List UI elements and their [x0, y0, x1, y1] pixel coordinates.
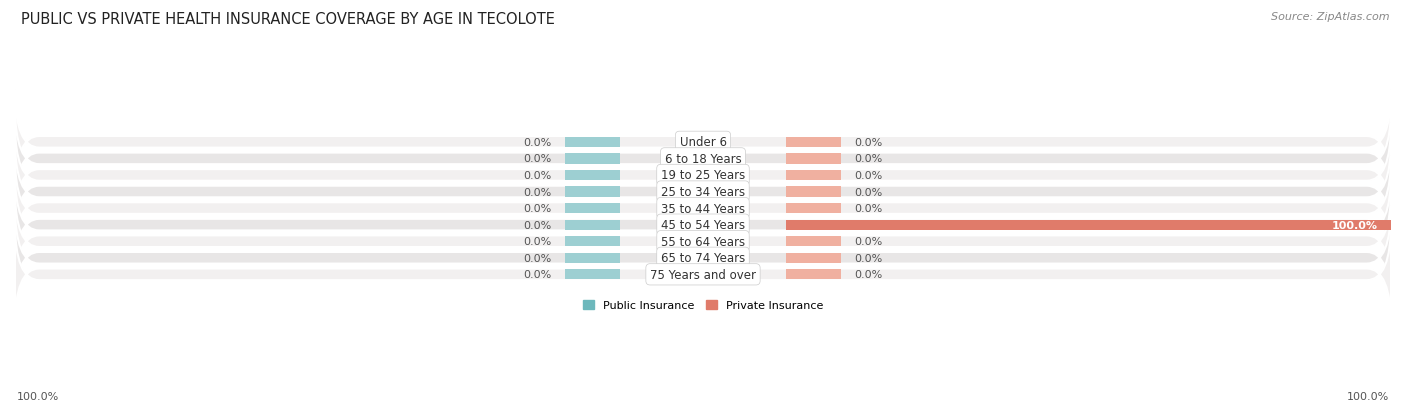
- FancyBboxPatch shape: [15, 223, 1391, 327]
- Text: 0.0%: 0.0%: [855, 154, 883, 164]
- FancyBboxPatch shape: [15, 140, 1391, 244]
- Legend: Public Insurance, Private Insurance: Public Insurance, Private Insurance: [579, 296, 827, 315]
- Text: 0.0%: 0.0%: [855, 171, 883, 180]
- Text: 25 to 34 Years: 25 to 34 Years: [661, 185, 745, 199]
- Text: 35 to 44 Years: 35 to 44 Years: [661, 202, 745, 215]
- Text: 45 to 54 Years: 45 to 54 Years: [661, 218, 745, 232]
- FancyBboxPatch shape: [15, 107, 1391, 211]
- Bar: [565, 171, 620, 180]
- Bar: [786, 204, 841, 214]
- Text: 0.0%: 0.0%: [523, 237, 551, 247]
- Text: 100.0%: 100.0%: [17, 391, 59, 401]
- Bar: [565, 270, 620, 280]
- Text: 0.0%: 0.0%: [855, 270, 883, 280]
- FancyBboxPatch shape: [15, 90, 1391, 195]
- Text: 100.0%: 100.0%: [1347, 391, 1389, 401]
- Text: 19 to 25 Years: 19 to 25 Years: [661, 169, 745, 182]
- Text: 0.0%: 0.0%: [855, 237, 883, 247]
- Bar: [786, 270, 841, 280]
- Bar: [565, 204, 620, 214]
- FancyBboxPatch shape: [15, 206, 1391, 310]
- FancyBboxPatch shape: [15, 173, 1391, 277]
- Text: 0.0%: 0.0%: [855, 187, 883, 197]
- Text: 0.0%: 0.0%: [523, 204, 551, 214]
- Bar: [565, 187, 620, 197]
- Bar: [565, 220, 620, 230]
- Bar: [786, 187, 841, 197]
- Text: 0.0%: 0.0%: [855, 138, 883, 147]
- Bar: [565, 138, 620, 147]
- FancyBboxPatch shape: [15, 157, 1391, 261]
- Text: 0.0%: 0.0%: [855, 253, 883, 263]
- Bar: [565, 154, 620, 164]
- Text: Source: ZipAtlas.com: Source: ZipAtlas.com: [1271, 12, 1389, 22]
- Text: 6 to 18 Years: 6 to 18 Years: [665, 152, 741, 166]
- Bar: [786, 154, 841, 164]
- FancyBboxPatch shape: [15, 190, 1391, 294]
- Bar: [786, 237, 841, 247]
- FancyBboxPatch shape: [15, 123, 1391, 228]
- Bar: [786, 171, 841, 180]
- Text: 0.0%: 0.0%: [523, 138, 551, 147]
- Text: 0.0%: 0.0%: [523, 253, 551, 263]
- Text: 0.0%: 0.0%: [523, 154, 551, 164]
- Text: 0.0%: 0.0%: [855, 204, 883, 214]
- Text: 75 Years and over: 75 Years and over: [650, 268, 756, 281]
- Text: 55 to 64 Years: 55 to 64 Years: [661, 235, 745, 248]
- Text: PUBLIC VS PRIVATE HEALTH INSURANCE COVERAGE BY AGE IN TECOLOTE: PUBLIC VS PRIVATE HEALTH INSURANCE COVER…: [21, 12, 555, 27]
- Text: 0.0%: 0.0%: [523, 270, 551, 280]
- Text: 100.0%: 100.0%: [1331, 220, 1378, 230]
- Text: 0.0%: 0.0%: [523, 187, 551, 197]
- Text: 0.0%: 0.0%: [523, 171, 551, 180]
- Bar: [565, 253, 620, 263]
- Text: Under 6: Under 6: [679, 136, 727, 149]
- Bar: [565, 237, 620, 247]
- Text: 65 to 74 Years: 65 to 74 Years: [661, 252, 745, 265]
- Text: 0.0%: 0.0%: [523, 220, 551, 230]
- Bar: [786, 220, 1406, 230]
- Bar: [786, 138, 841, 147]
- Bar: [786, 253, 841, 263]
